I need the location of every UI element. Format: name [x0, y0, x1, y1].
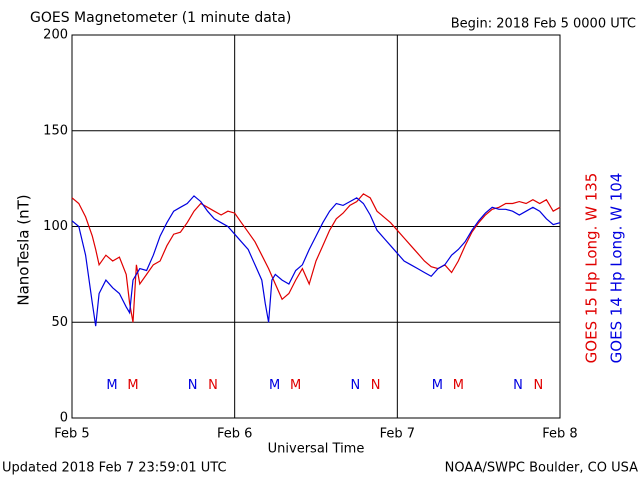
- annotation: N: [513, 378, 523, 393]
- x-tick-label: Feb 6: [217, 427, 252, 442]
- annotation: M: [453, 378, 464, 393]
- footer-left: Updated 2018 Feb 7 23:59:01 UTC: [2, 461, 227, 476]
- y-tick-label: 200: [43, 28, 68, 43]
- legend-entry: GOES 15 Hp Long. W 135: [583, 173, 601, 364]
- plot-frame: [71, 34, 561, 419]
- chart-title: GOES Magnetometer (1 minute data): [30, 10, 291, 26]
- y-tick-label: 0: [60, 411, 68, 426]
- x-tick-label: Feb 8: [542, 427, 577, 442]
- annotation: M: [106, 378, 117, 393]
- y-tick-label: 100: [43, 219, 68, 234]
- annotation: M: [290, 378, 301, 393]
- footer-right: NOAA/SWPC Boulder, CO USA: [445, 461, 638, 476]
- annotation: N: [188, 378, 198, 393]
- x-tick-label: Feb 5: [54, 427, 89, 442]
- annotation: M: [127, 378, 138, 393]
- y-tick-label: 50: [51, 315, 68, 330]
- x-tick-label: Feb 7: [380, 427, 415, 442]
- series-line: [71, 193, 561, 323]
- legend-entry: GOES 14 Hp Long. W 104: [608, 173, 626, 364]
- chart-subtitle: Begin: 2018 Feb 5 0000 UTC: [451, 17, 636, 32]
- y-tick-label: 150: [43, 123, 68, 138]
- annotation: N: [208, 378, 218, 393]
- y-axis-label: NanoTesla (nT): [15, 194, 33, 305]
- annotation: N: [533, 378, 543, 393]
- series-line: [71, 195, 561, 327]
- annotation: M: [269, 378, 280, 393]
- annotation: N: [350, 378, 360, 393]
- annotation: N: [371, 378, 381, 393]
- annotation: M: [432, 378, 443, 393]
- x-axis-label: Universal Time: [268, 442, 365, 457]
